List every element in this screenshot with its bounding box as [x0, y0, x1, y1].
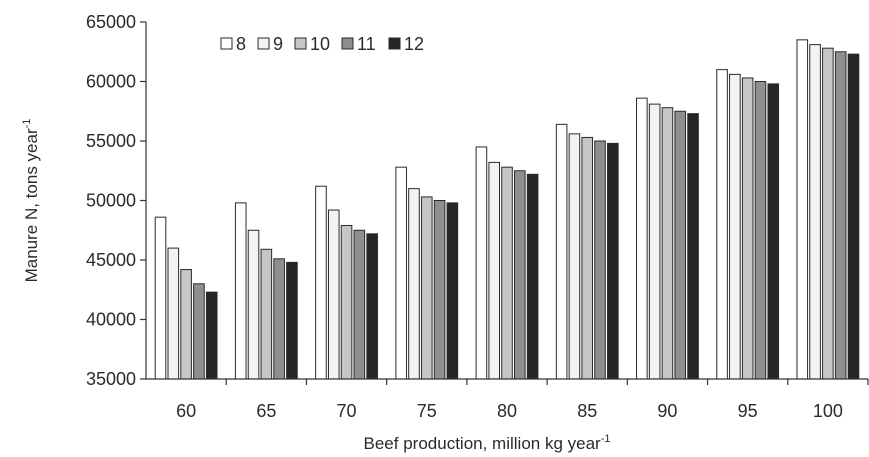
- bars: [154, 39, 860, 380]
- bar-8-75: [395, 166, 407, 380]
- bar-11-70: [353, 229, 366, 380]
- bar-8-80: [475, 146, 488, 380]
- x-axis-title: Beef production, million kg year-1: [364, 433, 611, 453]
- bar-10-85: [581, 136, 594, 380]
- bar-12-85: [607, 142, 619, 380]
- bar-9-65: [247, 229, 260, 380]
- bar-8-90: [636, 97, 648, 380]
- bar-10-80: [501, 166, 513, 380]
- bar-8-95: [716, 69, 728, 380]
- bar-11-60: [193, 283, 205, 380]
- bar-10-90: [661, 107, 674, 380]
- legend-swatch-9: [257, 37, 270, 50]
- bar-10-60: [180, 269, 192, 380]
- y-tick-label: 40000: [86, 310, 136, 330]
- bar-11-95: [754, 81, 767, 380]
- bar-10-70: [340, 224, 353, 380]
- bar-10-95: [741, 77, 754, 380]
- legend-label-12: 12: [404, 34, 424, 54]
- bar-9-75: [408, 188, 420, 380]
- bar-12-100: [847, 53, 860, 380]
- x-tick-label: 75: [417, 401, 437, 421]
- y-tick-label: 55000: [86, 131, 136, 151]
- bar-10-100: [822, 47, 834, 380]
- bar-8-100: [796, 39, 809, 380]
- bar-9-90: [648, 103, 661, 380]
- bar-9-80: [488, 161, 500, 380]
- legend-label-11: 11: [357, 34, 376, 54]
- bar-12-90: [687, 113, 699, 380]
- x-tick-label: 85: [577, 401, 597, 421]
- bar-12-70: [366, 233, 378, 380]
- bar-12-75: [446, 202, 459, 380]
- y-tick-label: 50000: [86, 191, 136, 211]
- bar-12-60: [205, 291, 218, 380]
- y-axis-ticks: 35000 40000 45000 50000 55000 60000 65000: [86, 12, 146, 389]
- x-tick-label: 90: [657, 401, 677, 421]
- legend-swatch-10: [294, 37, 307, 50]
- x-tick-label: 65: [256, 401, 276, 421]
- y-tick-label: 65000: [86, 12, 136, 32]
- legend-swatch-12: [388, 37, 401, 50]
- bar-8-85: [555, 123, 568, 380]
- bar-8-60: [154, 216, 167, 380]
- legend-swatch-11: [341, 37, 354, 50]
- bar-11-90: [674, 110, 687, 380]
- bar-9-95: [729, 73, 741, 380]
- bar-9-85: [568, 133, 581, 380]
- x-tick-label: 95: [738, 401, 758, 421]
- bar-11-75: [433, 200, 446, 380]
- y-tick-label: 35000: [86, 369, 136, 389]
- bar-12-65: [286, 261, 298, 380]
- bar-8-70: [315, 185, 327, 380]
- x-tick-label: 80: [497, 401, 517, 421]
- legend-label-9: 9: [273, 34, 283, 54]
- legend-label-10: 10: [310, 34, 330, 54]
- legend-label-8: 8: [236, 34, 246, 54]
- legend-swatch-8: [220, 37, 233, 50]
- x-tick-label: 100: [813, 401, 843, 421]
- y-tick-label: 45000: [86, 250, 136, 270]
- bar-11-100: [834, 51, 847, 380]
- bar-10-65: [260, 248, 273, 380]
- legend: 8 9 10 11 12: [220, 34, 424, 54]
- y-tick-label: 60000: [86, 72, 136, 92]
- bar-12-95: [767, 83, 780, 380]
- bar-9-100: [809, 44, 821, 380]
- x-axis-ticks: 60 65 70 75 80 85 90 95 100: [176, 379, 869, 421]
- bar-11-65: [273, 258, 285, 380]
- bar-10-75: [420, 196, 433, 380]
- x-tick-label: 60: [176, 401, 196, 421]
- x-tick-label: 70: [337, 401, 357, 421]
- bar-11-85: [594, 140, 606, 380]
- bar-11-80: [514, 170, 526, 380]
- bar-9-60: [167, 247, 180, 380]
- bar-8-65: [234, 202, 247, 380]
- bar-9-70: [327, 209, 340, 380]
- bar-12-80: [526, 173, 539, 380]
- y-axis-title: Manure N, tons year-1: [21, 119, 41, 283]
